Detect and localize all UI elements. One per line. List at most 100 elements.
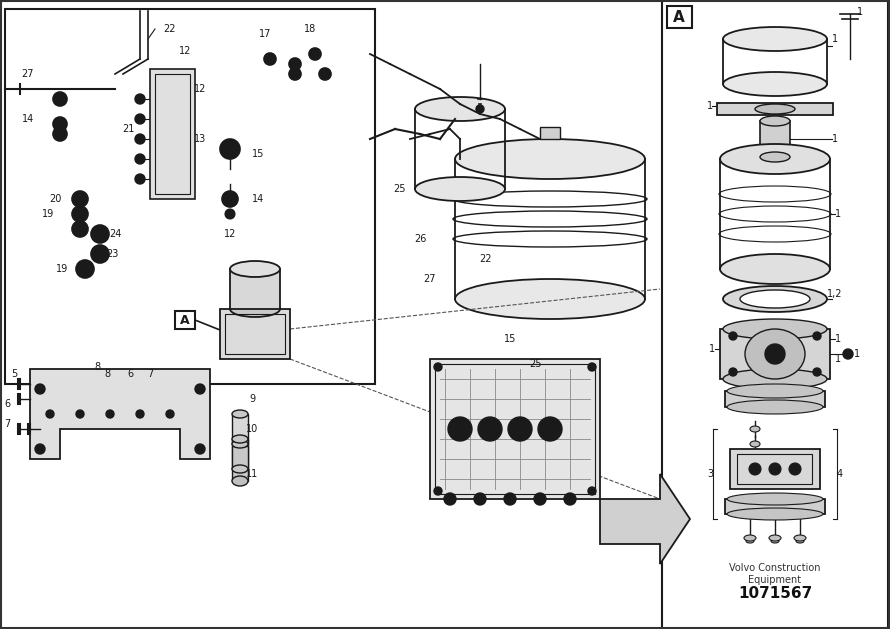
Text: 17: 17 [259, 29, 271, 39]
Circle shape [135, 94, 145, 104]
Text: Diesel-Engines: Diesel-Engines [560, 330, 641, 368]
Text: 1: 1 [835, 354, 841, 364]
Ellipse shape [796, 539, 804, 543]
Circle shape [220, 139, 240, 159]
Text: Diesel-Engines: Diesel-Engines [199, 450, 280, 487]
Text: 3: 3 [707, 469, 713, 479]
Circle shape [474, 493, 486, 505]
Circle shape [72, 206, 88, 222]
Circle shape [135, 174, 145, 184]
Text: Diesel-Engines: Diesel-Engines [380, 90, 460, 128]
Text: 6: 6 [127, 369, 134, 379]
Ellipse shape [746, 539, 754, 543]
Text: Diesel-Engines: Diesel-Engines [199, 210, 280, 248]
Bar [760, 121, 790, 157]
Text: 聚茂发动力: 聚茂发动力 [670, 396, 710, 421]
Ellipse shape [755, 104, 795, 114]
Text: Diesel-Engines: Diesel-Engines [20, 571, 101, 608]
Text: 1071567: 1071567 [738, 586, 813, 601]
Circle shape [136, 410, 144, 418]
Text: 19: 19 [42, 209, 54, 219]
Bar [667, 6, 692, 28]
Text: Diesel-Engines: Diesel-Engines [560, 571, 641, 608]
Ellipse shape [723, 286, 827, 312]
Circle shape [264, 53, 276, 65]
Text: 26: 26 [414, 234, 426, 244]
Bar [540, 127, 560, 139]
Circle shape [106, 410, 114, 418]
Text: 15: 15 [504, 334, 516, 344]
Circle shape [195, 444, 205, 454]
Bar [717, 103, 833, 115]
Text: 1: 1 [832, 34, 838, 44]
Circle shape [35, 384, 45, 394]
Bar [737, 454, 812, 484]
Text: 1: 1 [709, 344, 715, 354]
Ellipse shape [720, 144, 830, 174]
Circle shape [769, 463, 781, 475]
Bar [155, 74, 190, 194]
Text: 9: 9 [249, 394, 255, 404]
Text: 4: 4 [837, 469, 843, 479]
Text: 聚茂发动力: 聚茂发动力 [490, 516, 530, 542]
Circle shape [53, 127, 67, 141]
Ellipse shape [771, 539, 779, 543]
Ellipse shape [750, 441, 760, 447]
Circle shape [35, 444, 45, 454]
Text: 1: 1 [857, 7, 863, 17]
Circle shape [135, 134, 145, 144]
Polygon shape [30, 369, 210, 459]
Ellipse shape [723, 72, 827, 96]
Text: 14: 14 [252, 194, 264, 204]
Text: Diesel-Engines: Diesel-Engines [560, 450, 641, 487]
Bar [730, 449, 820, 489]
Text: Diesel-Engines: Diesel-Engines [380, 330, 460, 368]
Bar [430, 359, 600, 499]
Circle shape [534, 493, 546, 505]
Text: Diesel-Engines: Diesel-Engines [199, 90, 280, 128]
Ellipse shape [720, 254, 830, 284]
Circle shape [813, 368, 821, 376]
Text: Diesel-Engines: Diesel-Engines [560, 210, 641, 248]
Bar [225, 314, 285, 354]
Circle shape [513, 422, 527, 436]
Ellipse shape [232, 465, 248, 473]
Text: Diesel-Engines: Diesel-Engines [20, 210, 101, 248]
Text: 聚茂发动力: 聚茂发动力 [670, 277, 710, 301]
Text: 聚茂发动力: 聚茂发动力 [490, 157, 530, 182]
Circle shape [53, 117, 67, 131]
Circle shape [813, 332, 821, 340]
Text: 聚茂发动力: 聚茂发动力 [670, 516, 710, 542]
Polygon shape [600, 474, 690, 564]
Ellipse shape [723, 369, 827, 389]
Bar [662, 0, 888, 629]
Text: Diesel-Engines: Diesel-Engines [199, 330, 280, 368]
Text: 19: 19 [56, 264, 69, 274]
Circle shape [166, 410, 174, 418]
Text: 聚茂发动力: 聚茂发动力 [670, 36, 710, 62]
Circle shape [448, 417, 472, 441]
Bar [720, 329, 830, 379]
Text: Volvo Construction
Equipment: Volvo Construction Equipment [729, 563, 821, 585]
Text: 1: 1 [835, 334, 841, 344]
Circle shape [91, 225, 109, 243]
Text: 10: 10 [246, 424, 258, 434]
Text: 聚茂发动力: 聚茂发动力 [130, 36, 170, 62]
Circle shape [564, 493, 576, 505]
Text: 20: 20 [49, 194, 61, 204]
Ellipse shape [232, 440, 248, 448]
Text: 15: 15 [252, 149, 264, 159]
Circle shape [53, 92, 67, 106]
Text: 聚茂发动力: 聚茂发动力 [490, 277, 530, 301]
Circle shape [76, 260, 94, 278]
Text: 12: 12 [194, 84, 206, 94]
Circle shape [46, 410, 54, 418]
Text: Diesel-Engines: Diesel-Engines [199, 571, 280, 608]
Ellipse shape [232, 410, 248, 418]
Text: 聚茂发动力: 聚茂发动力 [130, 277, 170, 301]
Circle shape [309, 48, 321, 60]
Circle shape [444, 493, 456, 505]
Text: 1: 1 [854, 349, 860, 359]
Bar [232, 439, 248, 469]
Ellipse shape [723, 319, 827, 339]
